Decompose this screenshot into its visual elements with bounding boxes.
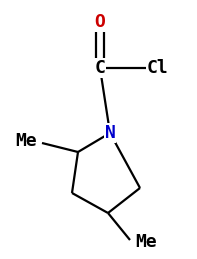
Text: Cl: Cl (147, 59, 169, 77)
Text: N: N (105, 124, 115, 142)
Text: Me: Me (135, 233, 157, 251)
Text: Me: Me (15, 132, 37, 150)
Text: C: C (95, 59, 105, 77)
Text: O: O (95, 13, 105, 31)
